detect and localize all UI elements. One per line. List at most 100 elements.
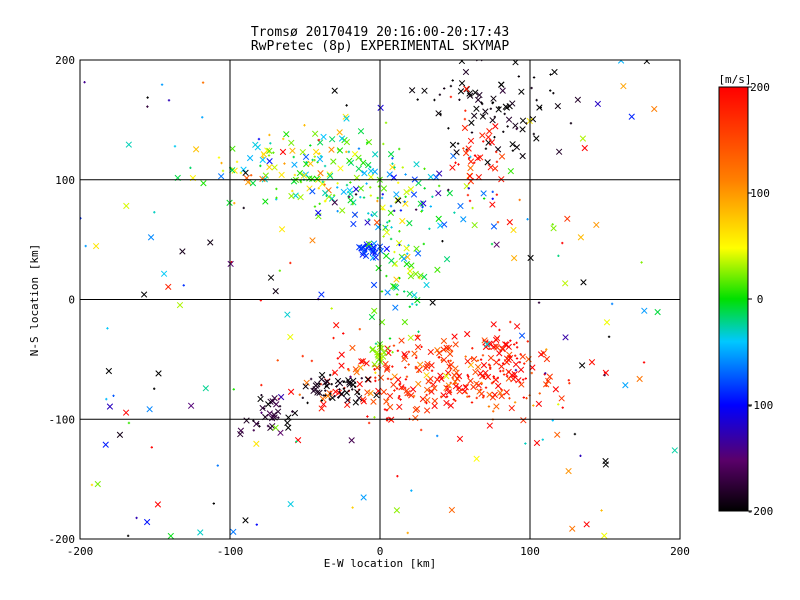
echo-point-plus bbox=[411, 302, 414, 306]
echo-point-plus bbox=[537, 301, 541, 304]
echo-point-x bbox=[505, 116, 513, 123]
echo-point-x bbox=[406, 220, 413, 227]
echo-point-x bbox=[641, 307, 648, 314]
echo-point-plus bbox=[515, 346, 519, 349]
echo-point-plus bbox=[336, 182, 339, 185]
echo-point-x bbox=[451, 372, 458, 379]
echo-point-x bbox=[452, 341, 459, 348]
echo-point-plus bbox=[135, 516, 138, 520]
echo-point-x bbox=[361, 170, 368, 177]
echo-point-plus bbox=[332, 336, 335, 340]
echo-point-x bbox=[302, 153, 310, 161]
echo-point-x bbox=[176, 301, 184, 309]
echo-point-x bbox=[388, 257, 395, 264]
echo-point-x bbox=[491, 165, 499, 172]
echo-point-plus bbox=[535, 98, 538, 102]
echo-point-x bbox=[230, 528, 237, 536]
echo-point-plus bbox=[277, 416, 280, 419]
echo-point-x bbox=[489, 394, 497, 401]
echo-point-x bbox=[387, 209, 395, 217]
echo-point-x bbox=[529, 116, 537, 123]
echo-point-plus bbox=[449, 359, 452, 362]
echo-point-x bbox=[285, 424, 292, 431]
echo-point-plus bbox=[506, 53, 508, 55]
echo-point-x bbox=[551, 68, 558, 76]
echo-point-x bbox=[314, 389, 321, 396]
echo-point-plus bbox=[482, 376, 485, 379]
echo-point-plus bbox=[524, 442, 527, 445]
echo-point-x bbox=[365, 161, 372, 169]
echo-point-plus bbox=[391, 157, 394, 160]
echo-point-plus bbox=[603, 373, 606, 377]
echo-point-x bbox=[472, 368, 479, 376]
echo-point-x bbox=[413, 245, 420, 252]
echo-point-x bbox=[628, 113, 635, 120]
echo-point-plus bbox=[380, 196, 384, 200]
echo-point-x bbox=[545, 377, 552, 385]
echo-point-plus bbox=[319, 154, 323, 158]
echo-point-x bbox=[519, 126, 526, 133]
echo-point-x bbox=[192, 146, 200, 153]
echo-point-plus bbox=[235, 160, 239, 164]
echo-point-x bbox=[461, 388, 468, 395]
echo-point-x bbox=[339, 207, 346, 214]
echo-point-plus bbox=[501, 369, 505, 373]
echo-point-plus bbox=[479, 358, 483, 361]
echo-point-x bbox=[473, 105, 480, 112]
echo-point-x bbox=[249, 180, 257, 187]
echo-point-plus bbox=[380, 356, 383, 360]
echo-point-x bbox=[259, 156, 266, 164]
echo-point-plus bbox=[431, 195, 434, 199]
echo-point-plus bbox=[569, 122, 573, 125]
echo-point-x bbox=[383, 229, 391, 236]
echo-point-plus bbox=[463, 117, 467, 121]
echo-point-plus bbox=[396, 349, 400, 352]
echo-point-plus bbox=[414, 208, 418, 211]
echo-point-x bbox=[246, 154, 254, 162]
echo-point-x bbox=[513, 323, 521, 330]
echo-point-plus bbox=[333, 394, 336, 398]
echo-point-plus bbox=[389, 204, 393, 208]
echo-point-x bbox=[357, 128, 365, 135]
echo-point-plus bbox=[167, 99, 171, 102]
echo-point-x bbox=[146, 406, 153, 413]
echo-point-plus bbox=[146, 105, 149, 108]
echo-point-plus bbox=[394, 264, 398, 267]
echo-point-x bbox=[92, 242, 100, 250]
echo-point-x bbox=[466, 92, 474, 99]
echo-point-x bbox=[449, 164, 456, 171]
echo-point-plus bbox=[160, 83, 164, 86]
echo-point-plus bbox=[532, 404, 535, 407]
echo-point-plus bbox=[423, 187, 426, 190]
echo-point-plus bbox=[552, 91, 555, 95]
echo-point-x bbox=[383, 252, 390, 260]
echo-point-plus bbox=[471, 347, 474, 350]
echo-point-x bbox=[474, 155, 481, 162]
echo-point-plus bbox=[364, 250, 367, 254]
echo-point-plus bbox=[503, 112, 506, 116]
echo-point-plus bbox=[283, 162, 286, 165]
echo-point-x bbox=[417, 272, 424, 279]
echo-point-x bbox=[467, 377, 474, 385]
echo-point-x bbox=[434, 347, 441, 354]
echo-point-x bbox=[242, 517, 249, 524]
echo-point-plus bbox=[518, 198, 521, 202]
echo-point-x bbox=[437, 372, 444, 379]
echo-point-x bbox=[367, 390, 374, 397]
echo-point-x bbox=[499, 87, 506, 94]
echo-point-x bbox=[197, 529, 204, 536]
echo-point-plus bbox=[322, 394, 326, 397]
echo-point-plus bbox=[324, 389, 327, 392]
echo-point-plus bbox=[381, 208, 384, 211]
echo-point-x bbox=[357, 185, 365, 192]
echo-point-x bbox=[154, 501, 162, 508]
y-axis: -200 -100 0 100 200 bbox=[49, 54, 76, 546]
echo-point-x bbox=[487, 164, 494, 171]
echo-point-plus bbox=[514, 368, 518, 372]
echo-point-plus bbox=[416, 334, 419, 337]
echo-point-x bbox=[380, 388, 387, 396]
echo-point-plus bbox=[433, 98, 436, 102]
echo-point-x bbox=[421, 87, 428, 94]
echo-point-x bbox=[393, 507, 401, 514]
echo-point-plus bbox=[464, 355, 467, 358]
